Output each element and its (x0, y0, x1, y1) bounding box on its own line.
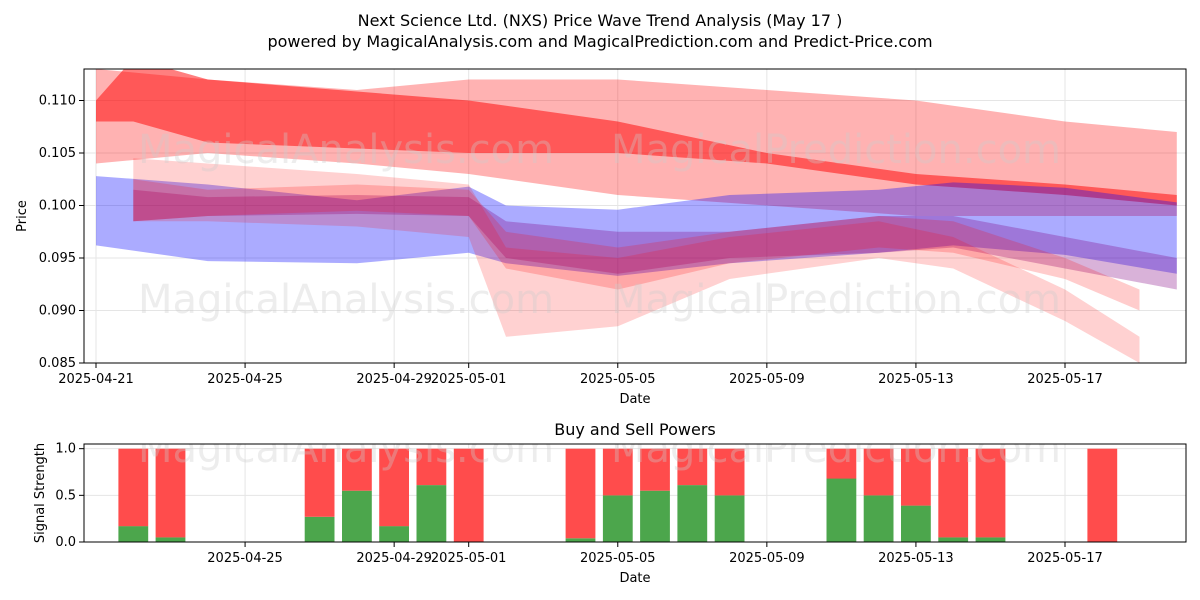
price-plot-frame (83, 68, 1187, 364)
price-y-label: Price (15, 200, 30, 232)
buy-bar (342, 490, 372, 542)
price-y-tick-label: 0.085 (39, 356, 76, 371)
powers-y-label: Signal Strength (33, 443, 48, 543)
powers-title: Buy and Sell Powers (554, 420, 716, 439)
price-x-tick-label: 2025-05-05 (580, 372, 656, 387)
powers-y-ticks: 0.0 0.5 1.0 (55, 442, 84, 550)
powers-plot-frame (83, 443, 1187, 543)
price-x-label: Date (619, 392, 650, 407)
watermark-text: MagicalPrediction.com (611, 277, 1061, 323)
price-y-ticks: 0.085 0.090 0.095 0.100 0.105 0.110 (39, 94, 84, 371)
price-band-red (133, 179, 1140, 311)
price-band-red (133, 158, 1140, 363)
powers-watermarks: MagicalAnalysis.com MagicalPrediction.com (138, 426, 1061, 472)
price-x-tick-label: 2025-04-21 (58, 372, 134, 387)
watermark-text: MagicalPrediction.com (611, 127, 1061, 173)
buy-bar (938, 537, 969, 542)
buy-bar (118, 526, 149, 542)
price-band-red (96, 69, 1177, 216)
buy-bar (640, 490, 670, 542)
price-x-tick-label: 2025-05-17 (1027, 372, 1103, 387)
price-y-tick-label: 0.105 (39, 146, 76, 161)
price-band-purple (133, 189, 1177, 290)
price-y-tick-label: 0.090 (39, 304, 76, 319)
sell-bar (453, 448, 484, 542)
powers-x-tick-label: 2025-04-29 (356, 551, 432, 566)
sell-bar (714, 448, 745, 496)
sell-bar (901, 448, 931, 506)
watermark-text: MagicalAnalysis.com (138, 426, 554, 472)
price-x-ticks: 2025-04-21 2025-04-25 2025-04-292025-05-01… (58, 363, 1103, 387)
buy-bar (602, 495, 633, 542)
sell-bar (677, 448, 708, 486)
price-x-tick-label: 2025-05-13 (878, 372, 954, 387)
chart-subtitle: powered by MagicalAnalysis.com and Magic… (267, 32, 932, 51)
buy-bar (155, 537, 186, 542)
watermark-text: MagicalAnalysis.com (138, 127, 554, 173)
powers-y-tick-label: 0.0 (55, 535, 76, 550)
powers-x-tick-label: 2025-05-17 (1027, 551, 1103, 566)
buy-bar (379, 526, 409, 542)
price-band-blue (96, 176, 1177, 276)
sell-bar (379, 448, 409, 527)
buy-bar (565, 538, 596, 542)
sell-bar (155, 448, 186, 538)
price-x-tick-label: 2025-05-01 (431, 372, 507, 387)
powers-x-tick-label: 2025-05-13 (878, 551, 954, 566)
sell-bar (602, 448, 633, 496)
sell-bar (826, 448, 857, 479)
sell-bar (863, 448, 894, 496)
powers-x-tick-label: 2025-05-09 (729, 551, 805, 566)
watermark-text: MagicalAnalysis.com (138, 277, 554, 323)
sell-bar (565, 448, 596, 539)
buy-bar (416, 485, 447, 542)
sell-bar (342, 448, 372, 491)
buy-bar (714, 495, 745, 542)
buy-bar (901, 505, 931, 542)
chart-title: Next Science Ltd. (NXS) Price Wave Trend… (358, 11, 843, 30)
powers-bars (118, 448, 1118, 542)
price-x-tick-label: 2025-04-29 (356, 372, 432, 387)
price-x-tick-label: 2025-04-25 (207, 372, 283, 387)
powers-x-tick-label: 2025-04-25 (207, 551, 283, 566)
powers-x-label: Date (619, 571, 650, 586)
price-bands (96, 69, 1177, 363)
price-x-tick-label: 2025-05-09 (729, 372, 805, 387)
buy-bar (863, 495, 894, 542)
sell-bar (1087, 448, 1118, 542)
watermark-text: MagicalPrediction.com (611, 426, 1061, 472)
sell-bar (118, 448, 149, 527)
price-band-red (96, 69, 1177, 206)
buy-bar (975, 537, 1006, 542)
price-y-tick-label: 0.100 (39, 199, 76, 214)
sell-bar (640, 448, 670, 491)
price-watermarks: MagicalAnalysis.com MagicalPrediction.com… (138, 127, 1061, 323)
buy-bar (826, 478, 857, 542)
buy-bar (304, 516, 335, 542)
price-y-tick-label: 0.095 (39, 251, 76, 266)
buy-bar (677, 485, 708, 542)
sell-bar (975, 448, 1006, 538)
sell-bar (416, 448, 447, 486)
powers-y-tick-label: 0.5 (55, 488, 76, 503)
powers-x-tick-label: 2025-05-05 (580, 551, 656, 566)
sell-bar (304, 448, 335, 517)
powers-y-tick-label: 1.0 (55, 442, 76, 457)
price-y-tick-label: 0.110 (39, 94, 76, 109)
sell-bar (938, 448, 969, 538)
powers-x-tick-label: 2025-05-01 (431, 551, 507, 566)
